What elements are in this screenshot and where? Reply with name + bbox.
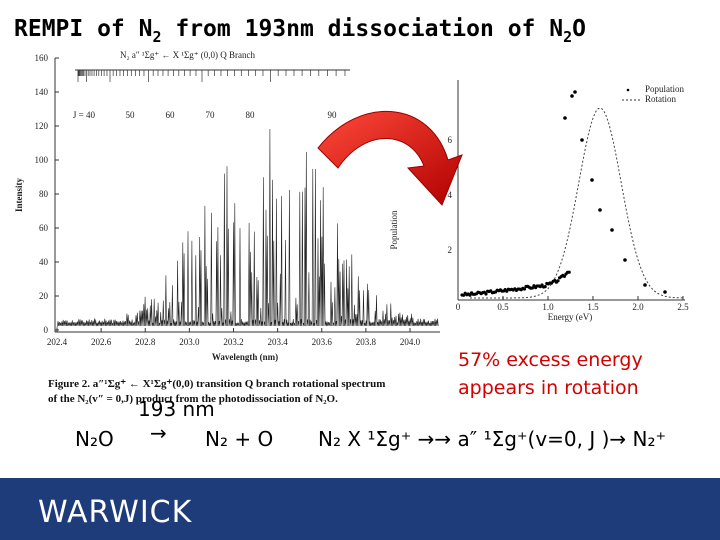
x-tick-label: 0.5 — [497, 302, 509, 312]
caption-line: Figure 2. a″¹Σg⁺ ← X¹Σg⁺(0,0) transition… — [48, 378, 385, 390]
population-point — [530, 286, 535, 290]
population-point — [562, 274, 567, 278]
rotation-fit — [470, 107, 684, 299]
population-point — [598, 208, 602, 212]
arrow-label: 193 nm — [138, 397, 215, 421]
population-figure: Population Energy (eV) Population Rotati… — [389, 80, 689, 322]
population-point — [570, 94, 574, 98]
y-tick-label: 40 — [39, 257, 49, 267]
y-axis-label: Population — [389, 210, 399, 250]
x-tick-label: 2.0 — [632, 302, 644, 312]
j-label: 70 — [206, 110, 216, 120]
title-text: REMPI of N — [14, 16, 152, 42]
legend-marker — [626, 88, 630, 92]
population-point — [556, 279, 560, 283]
title-text: from 193nm dissociation of N — [162, 16, 564, 42]
y-tick-label: 6 — [448, 135, 453, 145]
curved-arrow — [317, 110, 463, 206]
x-tick-label: 203.2 — [223, 337, 243, 347]
population-point — [563, 116, 567, 120]
y-tick-label: 4 — [448, 190, 453, 200]
j-label: 50 — [126, 110, 136, 120]
j-label: J = 40 — [73, 110, 96, 120]
y-tick-label: 100 — [35, 155, 49, 165]
population-point — [522, 287, 527, 291]
population-point — [567, 270, 571, 274]
legend-entry: Rotation — [645, 94, 676, 104]
reaction-arrow: → — [150, 421, 167, 445]
title-sub: 2 — [152, 28, 161, 46]
x-tick-label: 202.4 — [47, 337, 68, 347]
y-tick-label: 160 — [35, 53, 49, 63]
population-point — [590, 178, 594, 182]
x-tick-label: 203.0 — [179, 337, 200, 347]
population-point — [610, 228, 614, 232]
footer-logo: WARWICK — [38, 495, 193, 530]
j-label: 60 — [166, 110, 176, 120]
y-tick-label: 20 — [39, 291, 49, 301]
annotation-line: appears in rotation — [458, 377, 639, 399]
x-tick-label: 1.5 — [587, 302, 599, 312]
y-axis-label: Intensity — [14, 178, 24, 213]
slide-title: REMPI of N2 from 193nm dissociation of N… — [14, 16, 586, 46]
spectrum-figure: N₂ a″ ¹Σg⁺ ← X ¹Σg⁺ (0,0) Q Branch Inten… — [14, 50, 440, 405]
x-axis-label: Energy (eV) — [548, 312, 593, 322]
y-tick-label: 0 — [44, 325, 49, 335]
population-point — [573, 90, 577, 94]
population-point — [663, 290, 667, 294]
y-tick-label: 2 — [448, 245, 453, 255]
population-point — [468, 293, 472, 297]
x-tick-label: 1.0 — [542, 302, 554, 312]
x-tick-label: 0 — [456, 302, 461, 312]
annotation-line: 57% excess energy — [458, 349, 643, 371]
title-sub: 2 — [563, 28, 572, 46]
x-tick-label: 202.8 — [135, 337, 156, 347]
x-tick-label: 204.0 — [400, 337, 421, 347]
legend-entry: Population — [645, 84, 685, 94]
population-point — [543, 285, 547, 289]
j-label: 80 — [246, 110, 256, 120]
y-tick-label: 120 — [35, 121, 49, 131]
spectrum-trace — [56, 128, 439, 329]
title-text: O — [572, 16, 586, 42]
x-tick-label: 203.8 — [356, 337, 377, 347]
population-point — [484, 292, 488, 296]
x-tick-label: 2.5 — [677, 302, 689, 312]
y-tick-label: 80 — [39, 189, 49, 199]
x-axis-label: Wavelength (nm) — [212, 352, 278, 362]
branch-label: N₂ a″ ¹Σg⁺ ← X ¹Σg⁺ (0,0) Q Branch — [120, 50, 255, 60]
population-point — [623, 258, 627, 262]
excitation-scheme: N₂ X ¹Σg⁺ →→ a″ ¹Σg⁺(v=0, J )→ N₂⁺ — [318, 427, 666, 451]
y-tick-label: 60 — [39, 223, 49, 233]
footer-band — [0, 478, 720, 540]
caption-line: of the N₂(v″ = 0,J) product from the pho… — [48, 393, 338, 405]
population-point — [580, 138, 584, 142]
equation-reactant: N₂O — [75, 427, 114, 451]
equation-products: N₂ + O — [205, 427, 273, 451]
x-tick-label: 203.6 — [312, 337, 333, 347]
population-point — [643, 283, 647, 287]
x-tick-label: 203.4 — [268, 337, 289, 347]
x-tick-label: 202.6 — [91, 337, 112, 347]
y-tick-label: 140 — [35, 87, 49, 97]
j-label: 90 — [328, 110, 338, 120]
